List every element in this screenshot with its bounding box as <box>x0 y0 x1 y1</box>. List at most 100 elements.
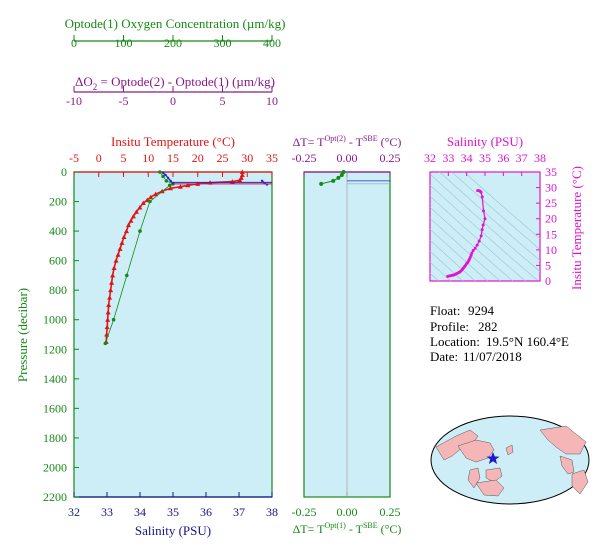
ts-point <box>473 246 477 250</box>
temperature-axis-title: Insitu Temperature (°C) <box>111 134 235 149</box>
oxygen-point <box>169 179 172 183</box>
temperature-point <box>107 295 113 300</box>
delta-o2-axis-title: ΔO2 = Optode(2) - Optode(1) (µm/kg) <box>75 74 275 92</box>
oxygen-tick-label: 200 <box>164 36 182 50</box>
delta-t-bottom-tick-label: 0.25 <box>380 505 401 519</box>
oxygen-tick-label: 100 <box>115 36 133 50</box>
temperature-point <box>110 272 116 278</box>
salinity-tick-label: 38 <box>266 505 278 519</box>
ts-salinity-tick-label: 35 <box>479 151 491 165</box>
float-value: 9294 <box>468 303 495 318</box>
float-location-star <box>486 452 500 464</box>
temperature-point <box>108 287 114 293</box>
ts-temperature-tick-label: 5 <box>545 258 551 272</box>
location-label: Location: <box>430 334 480 349</box>
salinity-point <box>103 341 108 346</box>
ts-point <box>479 234 483 238</box>
temperature-point <box>117 246 123 251</box>
temperature-point <box>140 200 146 206</box>
ts-temperature-tick-label: 0 <box>545 274 551 288</box>
delta-t-bottom-tick-label: -0.25 <box>292 505 317 519</box>
delta-t-opt2-title: ΔT= TOpt(2) - TSBE (°C) <box>293 134 402 149</box>
ts-point <box>481 223 485 227</box>
map-land <box>435 425 589 497</box>
ts-density-contour <box>430 195 526 281</box>
ts-salinity-tick-label: 32 <box>424 151 436 165</box>
temperature-point <box>237 177 243 183</box>
temperature-point <box>104 324 110 330</box>
ts-salinity-title: Salinity (PSU) <box>447 134 523 149</box>
main-plot-area <box>73 171 273 498</box>
delta-t-point <box>341 170 346 174</box>
ts-temperature-tick-label: 25 <box>545 196 557 210</box>
temperature-point <box>125 222 131 228</box>
salinity-point <box>158 170 162 174</box>
pressure-tick-label: 1200 <box>43 342 67 356</box>
temperature-point <box>121 234 127 239</box>
ts-temperature-tick-label: 10 <box>545 243 557 257</box>
pressure-tick-label: 600 <box>49 254 67 268</box>
ts-diagram: Salinity (PSU) Insitu Temperature (°C) 3… <box>424 134 584 290</box>
temperature-point <box>130 213 136 219</box>
date-label: Date: <box>430 349 458 364</box>
delta-t-bottom-tick-label: 0.00 <box>337 505 358 519</box>
delta-o2-tick-label: -10 <box>66 94 82 108</box>
ts-salinity-tick-label: 33 <box>442 151 454 165</box>
salinity-profile-line <box>104 171 174 344</box>
delta-o2-tick-label: 0 <box>170 94 176 108</box>
temperature-point <box>105 309 111 315</box>
salinity-point <box>148 199 152 204</box>
pressure-tick-label: 1000 <box>43 313 67 327</box>
temperature-point <box>128 218 134 223</box>
temperature-tick-label: 30 <box>241 151 253 165</box>
ts-density-contour <box>463 172 540 239</box>
profile-value: 282 <box>478 319 498 334</box>
oxygen-tick-label: 300 <box>214 36 232 50</box>
ts-density-contour <box>430 173 540 272</box>
oxygen-point <box>260 179 264 183</box>
ts-point <box>483 217 487 221</box>
delta-t-top-tick-label: 0.25 <box>380 151 401 165</box>
ts-salinity-tick-label: 37 <box>516 151 528 165</box>
ts-point <box>480 228 484 232</box>
temperature-tick-label: 10 <box>142 151 154 165</box>
temperature-tick-label: 0 <box>96 151 102 165</box>
oxygen-point <box>164 173 167 177</box>
ts-temperature-title: Insitu Temperature (°C) <box>569 166 584 290</box>
profile-label: Profile: <box>430 319 469 334</box>
ts-temperature-tick-label: 30 <box>545 181 557 195</box>
delta-o2-tick-label: 5 <box>220 94 226 108</box>
ts-density-contour <box>430 217 501 281</box>
pressure-tick-label: 800 <box>49 283 67 297</box>
temperature-point <box>239 172 245 177</box>
salinity-tick-label: 33 <box>101 505 113 519</box>
temperature-point <box>119 240 125 245</box>
temperature-point <box>153 191 159 197</box>
temperature-point <box>137 204 143 210</box>
delta-o2-tick-label: -5 <box>119 94 129 108</box>
pressure-tick-label: 0 <box>61 165 67 179</box>
oxygen-tick-label: 400 <box>263 36 281 50</box>
ts-density-contour <box>430 184 539 281</box>
pressure-tick-label: 1800 <box>43 431 67 445</box>
ts-point <box>475 243 479 247</box>
temperature-point <box>168 185 174 191</box>
temperature-point <box>115 252 121 257</box>
pressure-axis-title: Pressure (decibar) <box>15 288 30 382</box>
salinity-tick-label: 32 <box>68 505 80 519</box>
pressure-tick-label: 1600 <box>43 401 67 415</box>
ts-density-contour <box>430 206 514 281</box>
pressure-tick-label: 1400 <box>43 372 67 386</box>
temperature-tick-label: 5 <box>121 151 127 165</box>
ts-point <box>446 274 450 278</box>
temperature-tick-label: 25 <box>217 151 229 165</box>
temperature-point <box>105 317 111 322</box>
oxygen-axis: Optode(1) Oxygen Concentration (µm/kg) 0… <box>65 16 286 50</box>
temperature-point <box>239 169 245 174</box>
ts-salinity-tick-label: 38 <box>534 151 546 165</box>
delta-t-point <box>319 181 324 186</box>
temperature-point <box>185 182 191 188</box>
salinity-point <box>161 174 165 179</box>
float-info: Float: 9294 Profile: 282 Location: 19.5°… <box>430 303 569 364</box>
